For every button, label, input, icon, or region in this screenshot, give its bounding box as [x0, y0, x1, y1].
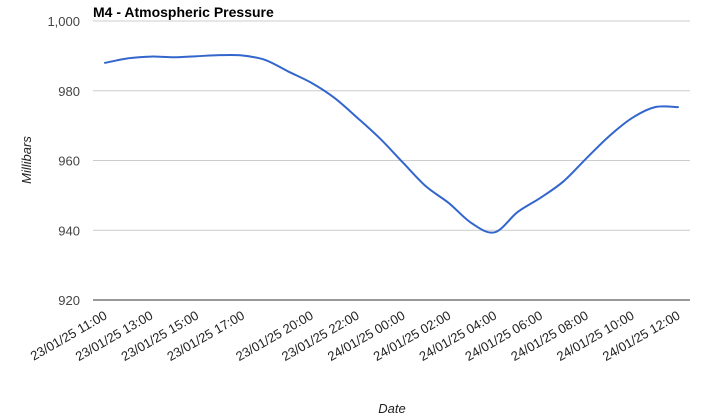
- y-tick-label: 1,000: [47, 14, 80, 29]
- y-tick-label: 940: [58, 223, 80, 238]
- y-tick-label: 920: [58, 293, 80, 308]
- y-axis-label: Millibars: [19, 136, 34, 184]
- y-tick-label: 960: [58, 154, 80, 169]
- y-tick-label: 980: [58, 84, 80, 99]
- x-tick-label: 24/01/25 12:00: [600, 308, 683, 364]
- series-layer: [104, 54, 679, 234]
- chart-title: M4 - Atmospheric Pressure: [93, 4, 274, 20]
- series-line: [104, 54, 679, 234]
- x-tick-label: 23/01/25 17:00: [164, 308, 247, 364]
- y-axis: 920 940 960 980 1,000: [47, 14, 80, 308]
- x-tick-label: 23/01/25 11:00: [28, 308, 110, 364]
- x-axis-label: Date: [378, 401, 405, 416]
- gridlines: [93, 20, 690, 301]
